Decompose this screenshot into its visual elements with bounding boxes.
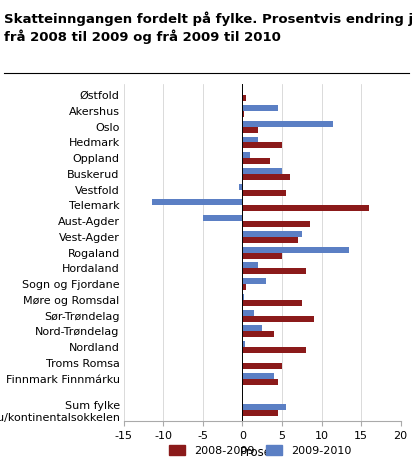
Bar xyxy=(242,221,310,227)
Bar xyxy=(242,174,290,180)
Bar xyxy=(242,137,258,142)
Bar xyxy=(242,105,278,111)
X-axis label: Prosent: Prosent xyxy=(240,446,285,460)
Bar xyxy=(239,184,242,190)
Bar xyxy=(242,363,282,369)
Bar xyxy=(242,341,245,347)
Bar xyxy=(152,199,242,205)
Bar xyxy=(242,325,262,331)
Bar xyxy=(242,253,282,259)
Bar xyxy=(242,373,274,379)
Bar xyxy=(242,316,313,322)
Bar xyxy=(203,215,242,221)
Bar xyxy=(242,379,278,385)
Bar xyxy=(242,247,349,253)
Bar xyxy=(242,278,266,284)
Bar xyxy=(242,347,306,353)
Bar xyxy=(242,205,369,212)
Text: Skatteinngangen fordelt på fylke. Prosentvis endring januar-juni
frå 2008 til 20: Skatteinngangen fordelt på fylke. Prosen… xyxy=(4,12,413,44)
Bar xyxy=(242,269,306,274)
Bar xyxy=(242,152,250,158)
Bar xyxy=(242,111,244,117)
Bar xyxy=(242,310,254,316)
Bar xyxy=(242,121,333,127)
Bar xyxy=(242,231,302,237)
Bar xyxy=(242,263,258,269)
Bar xyxy=(242,331,274,337)
Bar xyxy=(242,127,258,133)
Bar xyxy=(242,190,286,196)
Bar xyxy=(242,158,270,164)
Bar xyxy=(242,168,282,174)
Bar xyxy=(242,284,247,290)
Bar xyxy=(242,142,282,148)
Bar xyxy=(242,237,298,243)
Bar xyxy=(242,300,302,306)
Bar xyxy=(242,410,278,416)
Bar xyxy=(242,95,247,101)
Bar xyxy=(242,404,286,410)
Bar xyxy=(242,294,244,300)
Legend: 2008-2009, 2009-2010: 2008-2009, 2009-2010 xyxy=(164,440,356,460)
